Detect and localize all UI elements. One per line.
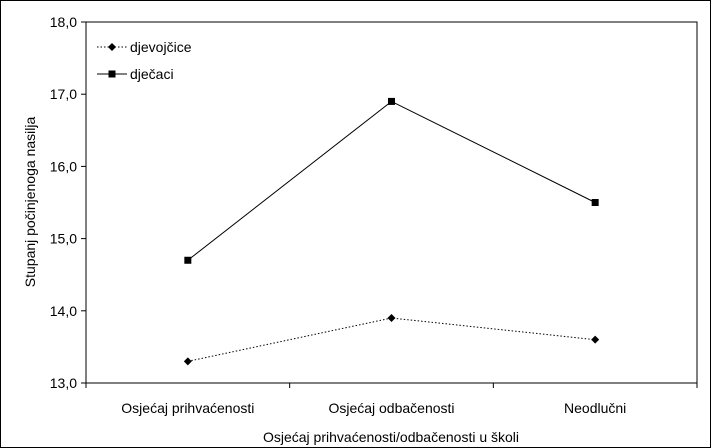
y-axis-title: Stupanj počinjenoga nasilja (22, 117, 38, 288)
legend-label: djevojčice (130, 39, 192, 55)
data-point (591, 335, 600, 344)
y-tick-label: 14,0 (50, 303, 77, 319)
data-point (387, 314, 396, 323)
x-tick-label: Neodlučni (564, 400, 626, 416)
plot-area (85, 21, 698, 384)
series-1 (183, 314, 600, 366)
y-tick-label: 18,0 (50, 14, 77, 30)
data-point (184, 256, 192, 264)
data-point (183, 357, 192, 366)
y-tick-label: 15,0 (50, 231, 77, 247)
data-point (388, 97, 395, 105)
legend-label: dječaci (130, 66, 174, 82)
y-axis: 13,0 14,0 15,0 16,0 17,0 18,0 (50, 14, 86, 391)
legend-marker (108, 70, 116, 78)
x-tick-label: Osjećaj prihvaćenosti (121, 400, 254, 416)
y-tick-label: 13,0 (50, 375, 77, 391)
x-axis-title: Osjećaj prihvaćenosti/odbačenosti u škol… (263, 429, 519, 445)
x-tick-label: Osjećaj odbačenosti (328, 400, 454, 416)
legend-marker (108, 43, 116, 51)
y-tick-label: 16,0 (50, 158, 77, 174)
data-point (591, 199, 599, 206)
x-axis: Osjećaj prihvaćenosti Osjećaj odbačenosti… (85, 383, 698, 416)
series-2 (184, 97, 599, 264)
y-tick-label: 17,0 (50, 86, 77, 102)
legend: djevojčice dječaci (97, 39, 192, 82)
series-layer (183, 97, 600, 366)
